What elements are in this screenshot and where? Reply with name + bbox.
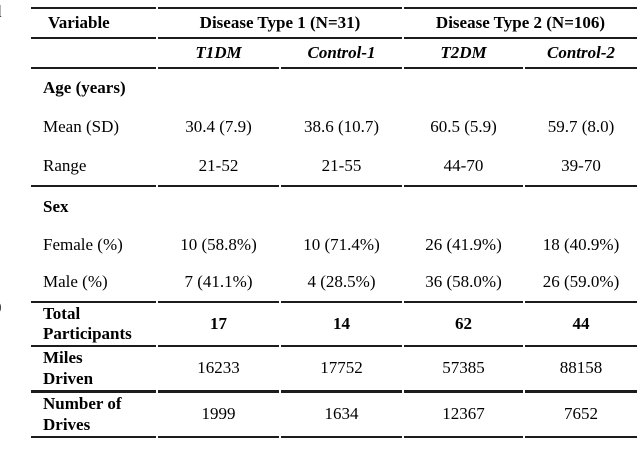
cell-male-t1dm: 7 (41.1%) [158,264,279,303]
clipped-text-fragment: d [0,2,2,22]
cell-mean-t1dm: 30.4 (7.9) [185,116,252,136]
subheader-t1dm: T1DM [158,39,279,69]
table-row: Miles Driven 16233 17752 57385 88158 [31,347,637,393]
cell-male-control1: 4 (28.5%) [281,264,402,303]
cell-total-t2dm: 62 [404,303,523,347]
section-row-sex: Sex [31,187,637,227]
table-row: Number of Drives 1999 1634 12367 7652 [31,393,637,438]
group-header-disease-type-1: Disease Type 1 (N=31) [158,7,402,39]
row-label-mean-sd: Mean (SD) [43,116,120,136]
cell-female-control2: 18 (40.9%) [542,235,620,255]
cell-mean-control2: 59.7 (8.0) [547,116,615,136]
table-subheader-row: T1DM Control-1 T2DM Control-2 [31,39,637,69]
cell-mean-control1: 38.6 (10.7) [303,116,380,136]
row-label-female: Female (%) [43,235,123,255]
subheader-empty-cell [31,39,156,69]
row-label-line: Total [43,303,81,323]
cell-total-control1: 14 [281,303,402,347]
cell-miles-control2: 88158 [525,347,637,393]
cell-miles-t2dm: 57385 [404,347,523,393]
row-label-line: Miles [43,348,83,368]
column-header-variable: Variable [31,7,156,39]
cell-drives-t1dm: 1999 [158,393,279,438]
table-row: Male (%) 7 (41.1%) 4 (28.5%) 36 (58.0%) … [31,264,637,303]
row-label-line: Driven [43,368,94,388]
cell-drives-control2: 7652 [525,393,637,438]
section-row-age: Age (years) [31,69,637,107]
row-label-total-participants: Total Participants [31,303,156,347]
table-row: Total Participants 17 14 62 44 [31,303,637,347]
subheader-control-1: Control-1 [281,39,402,69]
table-row: Female (%) 10 (58.8%) 10 (71.4%) 26 (41.… [31,227,637,264]
cell-range-t2dm: 44-70 [404,147,523,187]
row-label-line: Drives [43,414,91,434]
cell-female-control1: 10 (71.4%) [303,235,380,255]
cell-range-control1: 21-55 [281,147,402,187]
cell-drives-control1: 1634 [281,393,402,438]
cell-range-t1dm: 21-52 [158,147,279,187]
cell-female-t1dm: 10 (58.8%) [180,235,257,255]
subheader-control-2: Control-2 [525,39,637,69]
row-label-line: Number of [43,394,122,414]
cell-male-control2: 26 (59.0%) [525,264,637,303]
row-label-line: Participants [43,324,132,343]
row-label-number-of-drives: Number of Drives [31,393,156,438]
section-header-age: Age (years) [43,77,126,97]
clipped-text-fragment: e [0,57,1,77]
cell-miles-t1dm: 16233 [158,347,279,393]
table-header-row: Variable Disease Type 1 (N=31) Disease T… [31,7,637,39]
clipped-text-fragment: e [0,218,1,238]
clipped-text-fragment: 0 [0,298,2,318]
cell-total-t1dm: 17 [158,303,279,347]
subheader-t2dm: T2DM [404,39,523,69]
section-header-sex: Sex [43,196,69,216]
cell-female-t2dm: 26 (41.9%) [425,235,502,255]
row-label-miles-driven: Miles Driven [31,347,156,393]
table-row: Mean (SD) 30.4 (7.9) 38.6 (10.7) 60.5 (5… [31,107,637,147]
clipped-text-fragment: e [0,138,1,158]
cell-total-control2: 44 [525,303,637,347]
cell-mean-t2dm: 60.5 (5.9) [430,116,497,136]
demographics-table: Variable Disease Type 1 (N=31) Disease T… [29,7,639,438]
cell-drives-t2dm: 12367 [404,393,523,438]
table-row: Range 21-52 21-55 44-70 39-70 [31,147,637,187]
cell-male-t2dm: 36 (58.0%) [404,264,523,303]
cell-range-control2: 39-70 [525,147,637,187]
row-label-male: Male (%) [31,264,156,303]
row-label-range: Range [31,147,156,187]
cell-miles-control1: 17752 [281,347,402,393]
group-header-disease-type-2: Disease Type 2 (N=106) [404,7,637,39]
